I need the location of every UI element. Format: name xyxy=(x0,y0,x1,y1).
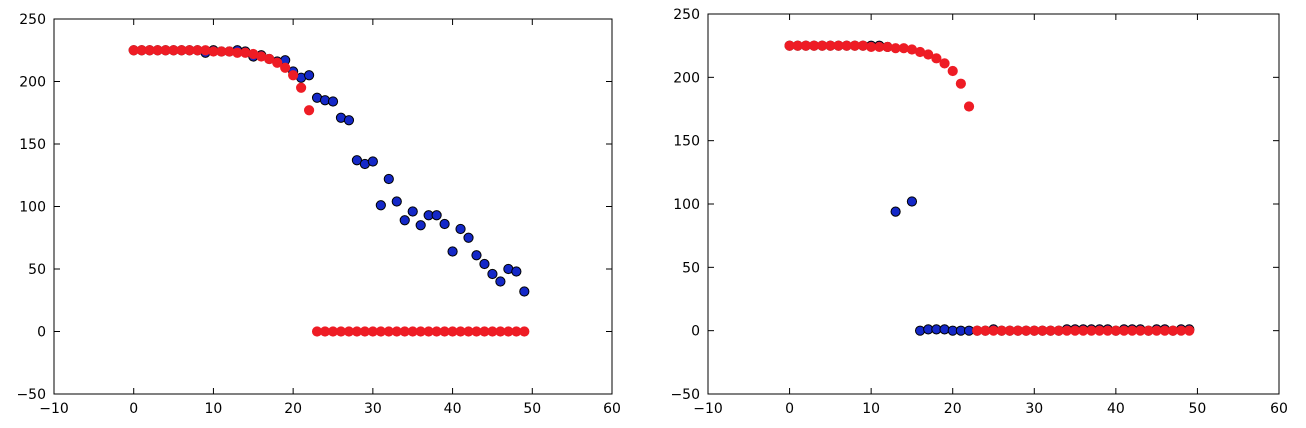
x-tick-label: 50 xyxy=(523,401,541,417)
x-tick-label: 50 xyxy=(1189,401,1207,417)
data-point-blue xyxy=(375,200,386,211)
data-point-blue xyxy=(399,215,410,226)
data-point-red xyxy=(939,58,950,69)
data-point-blue xyxy=(463,232,474,243)
data-point-blue xyxy=(890,206,901,217)
y-tick-label: 50 xyxy=(682,260,700,276)
data-point-red xyxy=(280,62,291,73)
x-tick-label: 20 xyxy=(284,401,302,417)
data-point-red xyxy=(272,57,283,68)
series-red-left xyxy=(128,45,530,337)
y-tick-label: −50 xyxy=(670,387,700,403)
x-tick-label: 30 xyxy=(364,401,382,417)
x-tick-label: 0 xyxy=(785,401,794,417)
data-point-red xyxy=(1184,325,1195,336)
data-point-red xyxy=(923,49,934,60)
data-point-blue xyxy=(511,266,522,277)
y-tick-label: 0 xyxy=(37,325,46,341)
data-point-blue xyxy=(407,206,418,217)
data-point-red xyxy=(303,105,315,116)
data-point-blue xyxy=(383,173,394,185)
data-point-blue xyxy=(906,196,918,207)
x-tick-label: 0 xyxy=(129,401,138,417)
data-point-blue xyxy=(455,223,466,235)
y-tick-label: 100 xyxy=(673,197,700,213)
x-tick-label: 30 xyxy=(1025,401,1043,417)
data-point-blue xyxy=(343,115,355,126)
x-tick-label: 40 xyxy=(444,401,462,417)
data-point-blue xyxy=(327,96,339,107)
x-tick-label: −10 xyxy=(39,401,69,417)
y-tick-label: 200 xyxy=(673,70,700,86)
data-point-red xyxy=(955,78,966,89)
axes-frame xyxy=(707,13,1280,395)
y-tick-label: −50 xyxy=(16,387,46,403)
x-tick-label: 10 xyxy=(205,401,223,417)
y-tick-label: 50 xyxy=(28,262,46,278)
y-tick-label: 150 xyxy=(673,134,700,150)
data-point-blue xyxy=(303,70,315,81)
data-point-red xyxy=(519,326,530,337)
x-tick-label: 60 xyxy=(1270,401,1288,417)
data-point-blue xyxy=(439,218,450,230)
x-tick-label: 40 xyxy=(1107,401,1125,417)
data-point-blue xyxy=(487,268,498,280)
axes-frame xyxy=(53,18,613,395)
series-red-right xyxy=(784,40,1195,336)
data-point-blue xyxy=(519,286,530,297)
data-point-blue xyxy=(471,250,482,261)
data-point-blue xyxy=(367,156,378,167)
data-point-blue xyxy=(391,196,402,207)
data-point-red xyxy=(947,65,958,77)
data-point-red xyxy=(931,53,942,64)
x-tick-label: −10 xyxy=(693,401,723,417)
y-tick-label: 250 xyxy=(673,7,700,23)
scatter-chart-right: −10 0 10 20 30 40 50 60 −50 0 50 100 150 200 250 xyxy=(670,7,1288,417)
data-point-blue xyxy=(415,220,426,231)
y-tick-label: 200 xyxy=(19,75,46,91)
data-point-blue xyxy=(479,258,490,270)
x-tick-label: 10 xyxy=(862,401,880,417)
y-tick-label: 100 xyxy=(19,200,46,216)
x-tick-label: 60 xyxy=(603,401,621,417)
y-tick-label: 0 xyxy=(691,324,700,340)
x-tick-label: 20 xyxy=(944,401,962,417)
y-tick-label: 150 xyxy=(19,137,46,153)
data-point-red xyxy=(288,70,299,81)
scatter-chart-left: −10 0 10 20 30 40 50 60 −50 0 50 100 150 200 250 xyxy=(16,12,621,417)
y-tick-label: 250 xyxy=(19,12,46,28)
data-point-blue xyxy=(431,210,442,221)
data-point-blue xyxy=(495,276,506,287)
data-point-blue xyxy=(447,246,458,257)
data-point-red xyxy=(296,82,307,93)
data-point-red xyxy=(963,101,975,112)
